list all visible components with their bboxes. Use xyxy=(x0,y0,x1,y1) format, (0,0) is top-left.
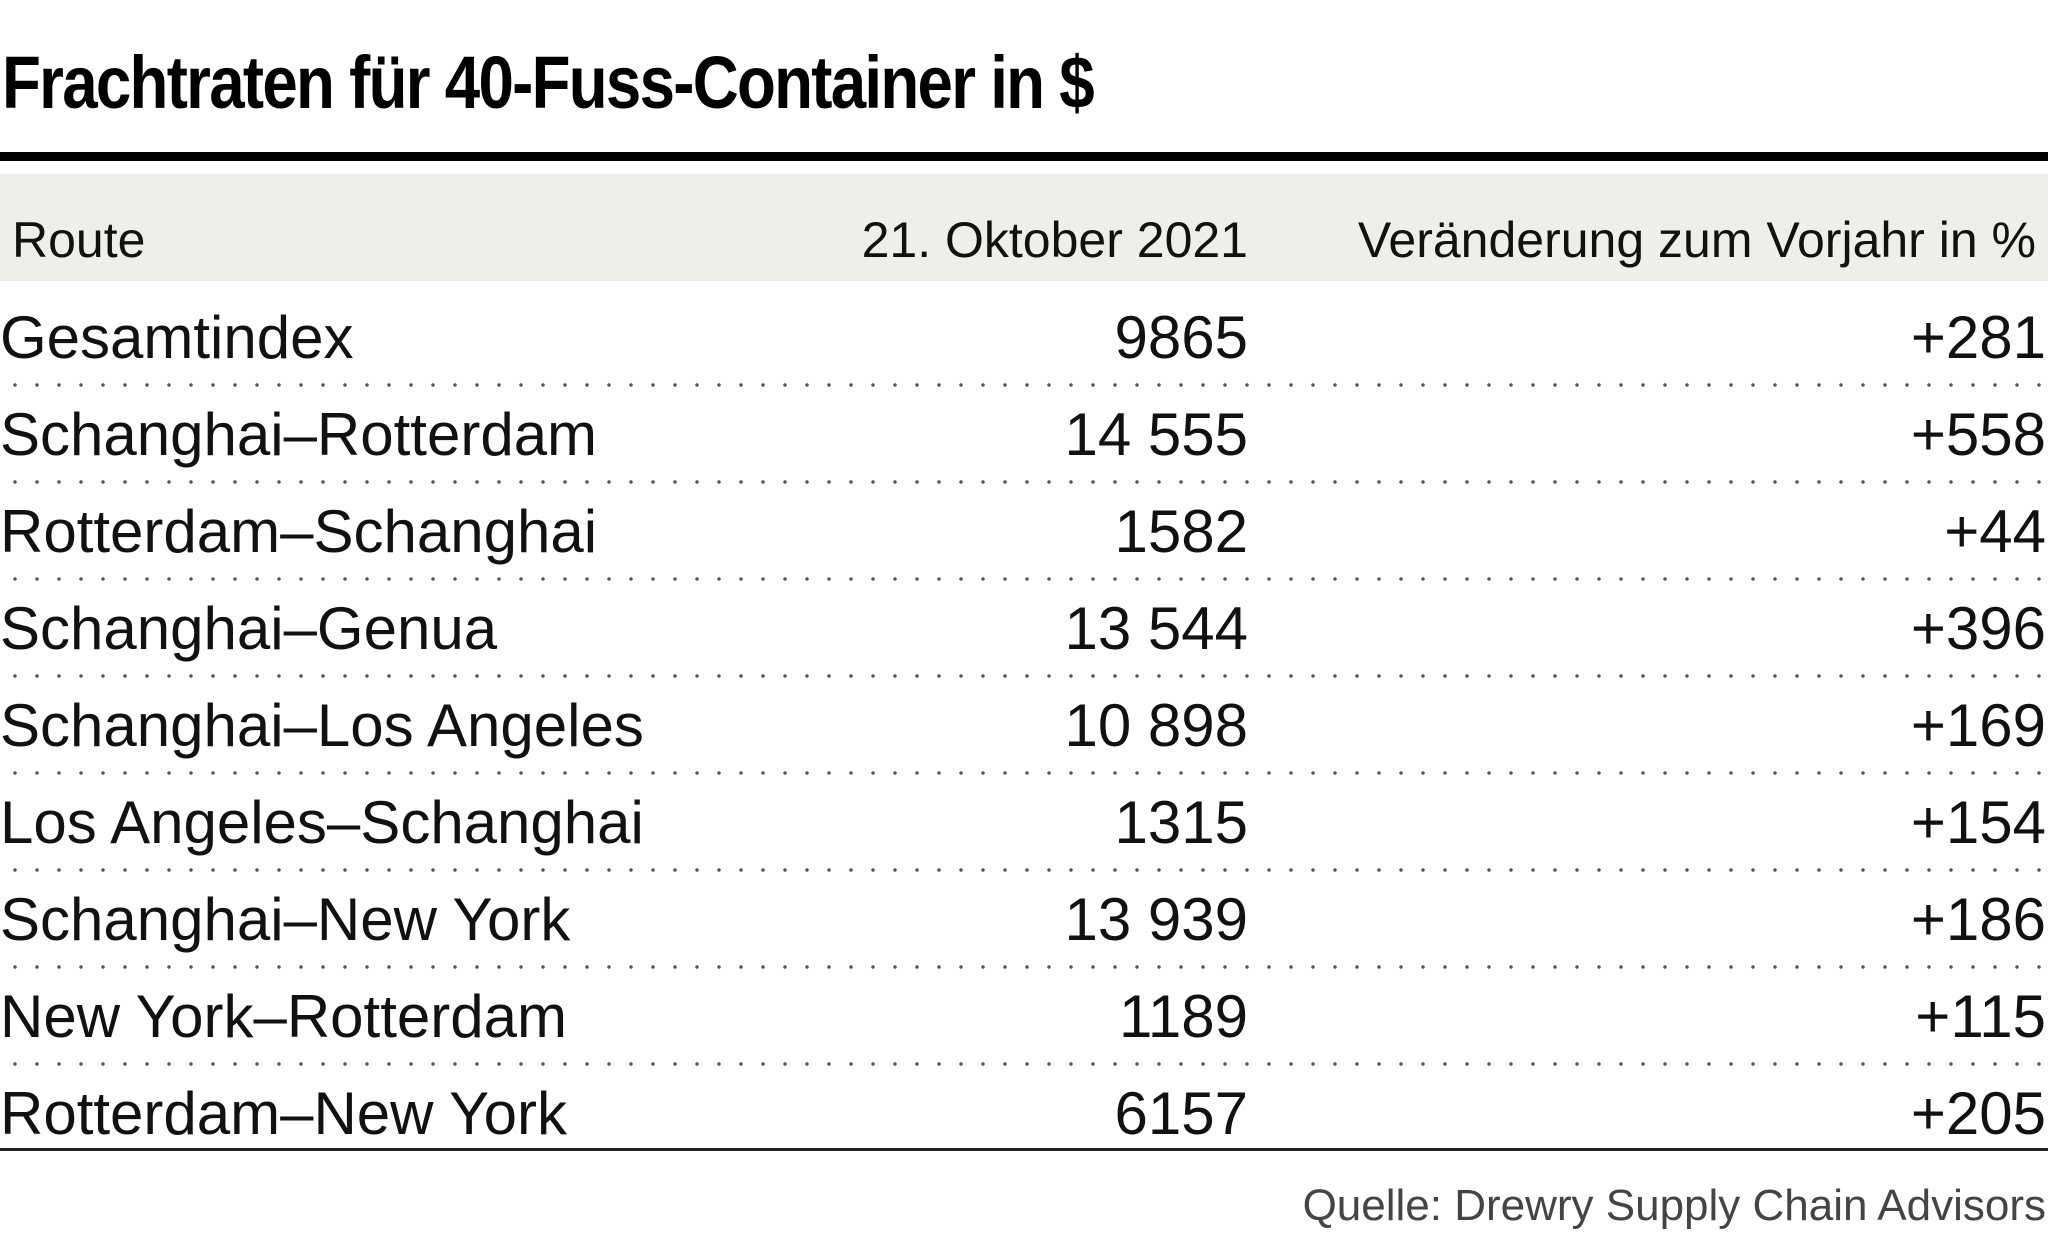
route-cell: Rotterdam–New York xyxy=(0,1080,567,1147)
route-cell: Los Angeles–Schanghai xyxy=(0,789,644,856)
column-header-route: Route xyxy=(12,212,146,268)
route-cell: Schanghai–New York xyxy=(0,886,571,953)
change-cell: +169 xyxy=(1910,692,2046,759)
rate-cell: 1189 xyxy=(1118,983,1248,1050)
table-row: Gesamtindex 9865 +281 xyxy=(0,290,2048,387)
route-cell: Rotterdam–Schanghai xyxy=(0,498,598,565)
row-divider xyxy=(0,674,2048,678)
row-divider xyxy=(0,480,2048,484)
row-divider xyxy=(0,868,2048,872)
route-cell: New York–Rotterdam xyxy=(0,983,567,1050)
column-header-change: Veränderung zum Vorjahr in % xyxy=(1357,212,2036,268)
table-row: Rotterdam–Schanghai 1582 +44 xyxy=(0,484,2048,581)
chart-title: Frachtraten für 40-Fuss-Container in $ xyxy=(2,41,1095,124)
change-cell: +205 xyxy=(1910,1080,2046,1147)
table-header xyxy=(0,174,2048,281)
row-divider xyxy=(0,771,2048,775)
change-cell: +115 xyxy=(1915,983,2046,1050)
change-cell: +44 xyxy=(1944,498,2046,565)
change-cell: +558 xyxy=(1910,401,2046,468)
change-cell: +396 xyxy=(1910,595,2046,662)
table-row: Schanghai–Genua 13 544 +396 xyxy=(0,581,2048,678)
row-divider xyxy=(0,965,2048,969)
table-row: New York–Rotterdam 1189 +115 xyxy=(0,969,2048,1066)
rate-cell: 6157 xyxy=(1114,1080,1248,1147)
table-row: Schanghai–Rotterdam 14 555 +558 xyxy=(0,387,2048,484)
source-note: Quelle: Drewry Supply Chain Advisors xyxy=(1302,1181,2046,1230)
table-bottom-rule xyxy=(0,1148,2048,1151)
rate-cell: 13 544 xyxy=(1064,595,1248,662)
rate-cell: 10 898 xyxy=(1064,692,1248,759)
rate-cell: 9865 xyxy=(1114,304,1248,371)
table-row: Schanghai–Los Angeles 10 898 +169 xyxy=(0,678,2048,775)
table-row: Schanghai–New York 13 939 +186 xyxy=(0,872,2048,969)
change-cell: +281 xyxy=(1910,304,2046,371)
change-cell: +154 xyxy=(1910,789,2046,856)
route-cell: Schanghai–Rotterdam xyxy=(0,401,598,468)
table-row: Los Angeles–Schanghai 1315 +154 xyxy=(0,775,2048,872)
rate-cell: 13 939 xyxy=(1064,886,1248,953)
title-rule xyxy=(0,152,2048,161)
route-cell: Schanghai–Los Angeles xyxy=(0,692,644,759)
rate-cell: 1315 xyxy=(1114,789,1248,856)
route-cell: Schanghai–Genua xyxy=(0,595,498,662)
row-divider xyxy=(0,383,2048,387)
row-divider xyxy=(0,1062,2048,1066)
route-cell: Gesamtindex xyxy=(0,304,354,371)
row-divider xyxy=(0,577,2048,581)
rate-cell: 1582 xyxy=(1114,498,1248,565)
table-row: Rotterdam–New York 6157 +205 xyxy=(0,1066,2048,1163)
column-header-date: 21. Oktober 2021 xyxy=(861,212,1248,268)
rate-cell: 14 555 xyxy=(1064,401,1248,468)
change-cell: +186 xyxy=(1910,886,2046,953)
